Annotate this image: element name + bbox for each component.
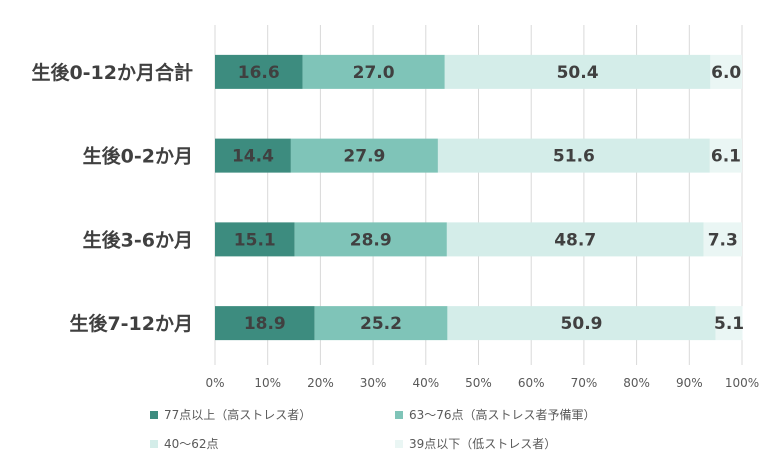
category-label: 生後0-12か月合計	[31, 61, 193, 84]
category-label: 生後3-6か月	[83, 228, 193, 251]
data-label: 51.6	[553, 147, 595, 167]
bar-segment	[290, 138, 438, 173]
data-label: 27.0	[353, 63, 395, 83]
x-tick-label: 100%	[725, 376, 759, 390]
x-tick-label: 90%	[676, 376, 703, 390]
data-label: 27.9	[343, 147, 385, 167]
x-tick-label: 70%	[571, 376, 598, 390]
bar-segment	[447, 306, 716, 341]
x-tick-label: 30%	[360, 376, 387, 390]
legend-item-39below: 39点以下（低ストレス者）	[395, 435, 556, 452]
data-label: 50.4	[557, 63, 599, 83]
x-tick-label: 80%	[623, 376, 650, 390]
bar-segment	[314, 306, 448, 341]
data-label: 7.3	[708, 230, 738, 250]
x-tick-label: 20%	[307, 376, 334, 390]
x-tick-label: 50%	[465, 376, 492, 390]
x-tick-label: 40%	[412, 376, 439, 390]
legend-label: 77点以上（高ストレス者）	[164, 408, 312, 422]
bar-segment	[446, 222, 704, 257]
bar-segment	[294, 222, 447, 257]
bar-segment	[709, 138, 742, 173]
legend-label: 39点以下（低ストレス者）	[409, 437, 557, 451]
legend-swatch	[150, 439, 158, 448]
data-label: 50.9	[561, 314, 603, 334]
bar-segment	[302, 54, 445, 89]
data-label: 18.9	[244, 314, 286, 334]
category-label: 生後7-12か月	[69, 312, 193, 335]
legend-item-63-76: 63〜76点（高ストレス者予備軍）	[395, 406, 596, 423]
data-label: 15.1	[234, 230, 276, 250]
data-label: 5.1	[714, 314, 744, 334]
bar-segment	[444, 54, 711, 89]
data-label: 25.2	[360, 314, 402, 334]
category-label: 生後0-2か月	[83, 145, 193, 168]
data-label: 6.1	[711, 147, 741, 167]
x-tick-label: 10%	[254, 376, 281, 390]
data-label: 16.6	[238, 63, 280, 83]
bar-segment	[215, 222, 295, 257]
legend-swatch	[150, 410, 158, 419]
bar-segment	[215, 54, 303, 89]
legend-swatch	[395, 410, 403, 419]
bar-segment	[710, 54, 742, 89]
legend-label: 40〜62点	[164, 437, 219, 451]
legend-item-40-62: 40〜62点	[150, 435, 219, 452]
bar-segment	[215, 138, 291, 173]
stacked-bar-chart: 0% 10% 20% 30% 40% 50% 60% 70% 80% 90% 100% 生後0-12か…	[31, 25, 759, 390]
x-tick-label: 60%	[518, 376, 545, 390]
legend-label: 63〜76点（高ストレス者予備軍）	[409, 408, 596, 422]
bar-segment	[715, 306, 743, 341]
data-label: 6.0	[711, 63, 741, 83]
data-label: 14.4	[232, 147, 274, 167]
data-label: 48.7	[554, 230, 596, 250]
bar-segment	[437, 138, 710, 173]
x-tick-label: 0%	[205, 376, 224, 390]
bar-segment	[215, 306, 315, 341]
legend-swatch	[395, 439, 403, 448]
data-label: 28.9	[350, 230, 392, 250]
bar-segment	[703, 222, 742, 257]
legend-item-77plus: 77点以上（高ストレス者）	[150, 406, 311, 423]
legend: 77点以上（高ストレス者） 63〜76点（高ストレス者予備軍） 40〜62点 3…	[150, 402, 750, 458]
